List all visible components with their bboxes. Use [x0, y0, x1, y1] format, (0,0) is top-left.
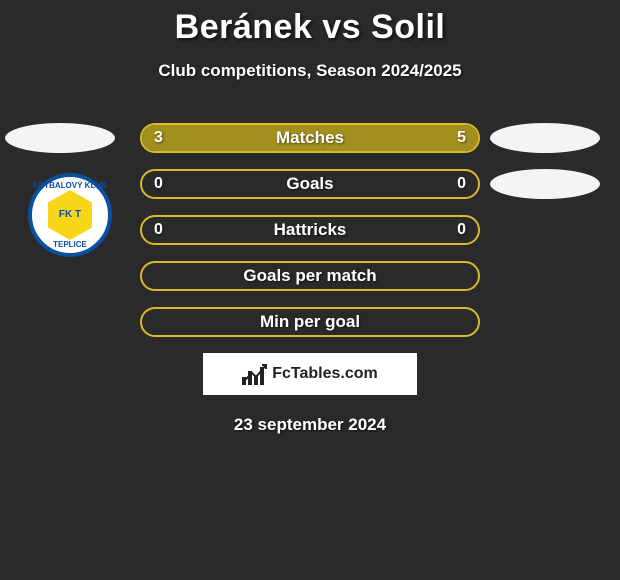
- logo-content: FcTables.com: [242, 363, 378, 385]
- stat-right-value: 0: [457, 175, 466, 193]
- logo-text: FcTables.com: [272, 365, 378, 383]
- page-title: Beránek vs Solil: [0, 8, 620, 47]
- stat-label: Goals: [286, 174, 333, 194]
- stat-bar: Min per goal: [140, 307, 480, 337]
- stat-row: 0 0 Hattricks: [0, 207, 620, 253]
- right-ellipse: [490, 169, 600, 199]
- logo-arrow-icon: [242, 363, 268, 385]
- stat-row: 0 0 Goals: [0, 161, 620, 207]
- stat-bar: 3 5 Matches: [140, 123, 480, 153]
- stat-right-value: 0: [457, 221, 466, 239]
- stat-left-value: 3: [154, 129, 163, 147]
- stat-left-value: 0: [154, 175, 163, 193]
- stat-row: Goals per match: [0, 253, 620, 299]
- stat-label: Min per goal: [260, 312, 360, 332]
- stat-label: Hattricks: [274, 220, 347, 240]
- stat-bar: 0 0 Hattricks: [140, 215, 480, 245]
- chart-area: FOTBALOVÝ KLUB FK T TEPLICE 35Matches00G…: [0, 115, 620, 345]
- stat-right-value: 5: [457, 129, 466, 147]
- stat-left-value: 0: [154, 221, 163, 239]
- stat-bar: Goals per match: [140, 261, 480, 291]
- subtitle: Club competitions, Season 2024/2025: [0, 61, 620, 81]
- infographic-container: Beránek vs Solil Club competitions, Seas…: [0, 0, 620, 435]
- right-ellipse: [490, 123, 600, 153]
- date-text: 23 september 2024: [0, 415, 620, 435]
- logo-box: FcTables.com: [203, 353, 417, 395]
- logo-bars-icon: [242, 363, 268, 385]
- stat-label: Goals per match: [243, 266, 376, 286]
- stat-row: Min per goal: [0, 299, 620, 345]
- stat-row: 3 5 Matches: [0, 115, 620, 161]
- stat-bar: 0 0 Goals: [140, 169, 480, 199]
- stat-label: Matches: [276, 128, 344, 148]
- left-ellipse: [5, 123, 115, 153]
